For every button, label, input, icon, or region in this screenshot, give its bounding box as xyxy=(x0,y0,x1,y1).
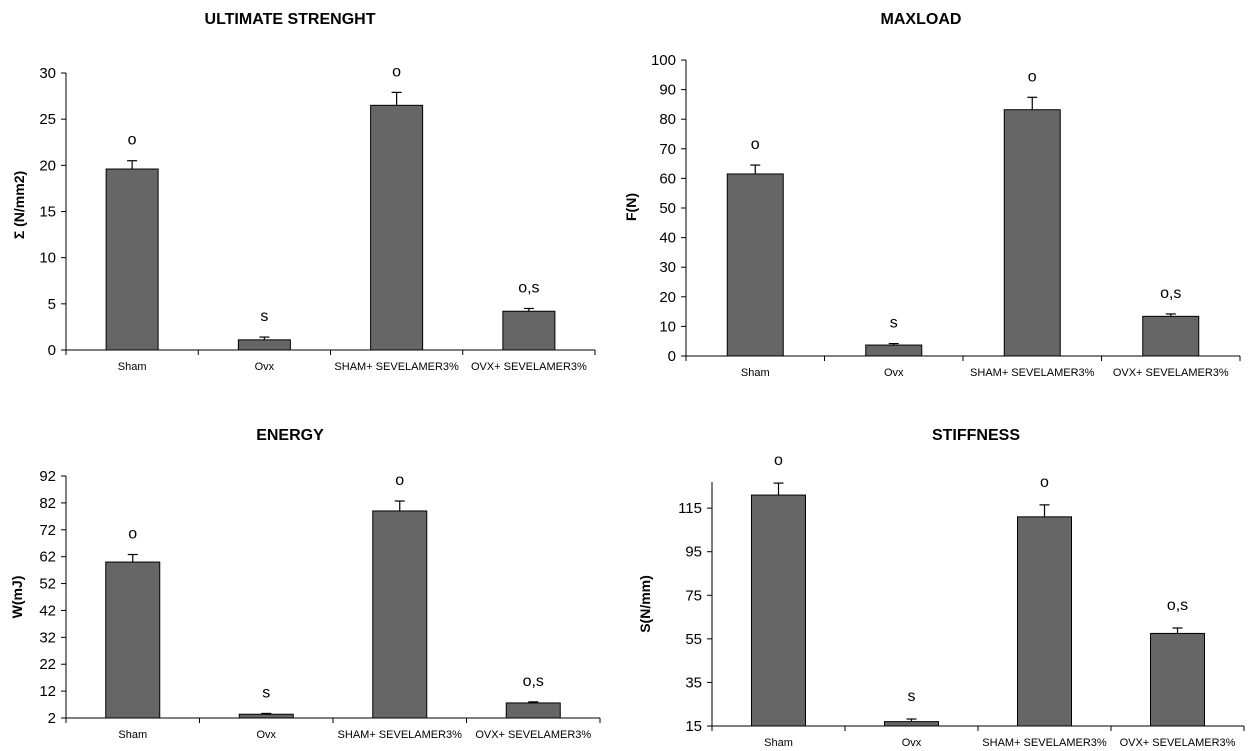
x-category-label: SHAM+ SEVELAMER3% xyxy=(970,367,1095,379)
y-tick-label: 55 xyxy=(685,631,702,648)
x-category-label: SHAM+ SEVELAMER3% xyxy=(334,361,459,373)
ultimate-strength-chart: ULTIMATE STRENGHT Σ (N/mm2) 0 5 10 15 20 25 30 o S… xyxy=(11,11,596,373)
significance-label: s xyxy=(890,315,898,332)
significance-label: o,s xyxy=(1167,597,1188,614)
bar xyxy=(726,173,784,357)
significance-label: o xyxy=(392,63,401,80)
significance-label: o xyxy=(128,132,137,149)
x-category-label: Sham xyxy=(741,367,770,379)
x-category-label: Sham xyxy=(118,729,147,741)
bar xyxy=(884,721,939,727)
significance-label: s xyxy=(908,688,916,705)
y-tick-label: 62 xyxy=(39,549,56,566)
significance-label: o xyxy=(395,472,404,489)
y-tick-label: 95 xyxy=(685,544,702,561)
y-tick-label: 32 xyxy=(39,629,56,646)
y-tick-label: 22 xyxy=(39,656,56,673)
y-tick-label: 100 xyxy=(651,52,676,69)
y-tick-label: 80 xyxy=(659,111,676,128)
y-tick-label: 52 xyxy=(39,576,56,593)
y-tick-label: 15 xyxy=(685,718,702,735)
y-axis-label: S(N/mm) xyxy=(637,575,653,633)
chart-title: ULTIMATE STRENGHT xyxy=(205,11,376,28)
x-category-label: Sham xyxy=(764,737,793,749)
chart-title: ENERGY xyxy=(256,427,324,444)
y-tick-label: 60 xyxy=(659,170,676,187)
y-tick-label: 20 xyxy=(39,157,56,174)
y-tick-label: 0 xyxy=(48,342,56,359)
significance-label: o,s xyxy=(518,279,539,296)
significance-label: o,s xyxy=(1160,285,1181,302)
bar xyxy=(1017,516,1072,727)
x-category-label: SHAM+ SEVELAMER3% xyxy=(982,737,1107,749)
y-tick-label: 25 xyxy=(39,111,56,128)
chart-title: STIFFNESS xyxy=(932,427,1020,444)
x-category-label: OVX+ SEVELAMER3% xyxy=(471,361,587,373)
y-tick-label: 5 xyxy=(48,296,56,313)
y-tick-label: 82 xyxy=(39,495,56,512)
y-axis-label: Σ (N/mm2) xyxy=(11,171,27,239)
significance-label: o xyxy=(1040,474,1049,491)
bar xyxy=(372,510,428,719)
x-category-label: OVX+ SEVELAMER3% xyxy=(475,729,591,741)
x-category-label: OVX+ SEVELAMER3% xyxy=(1120,737,1236,749)
y-tick-label: 20 xyxy=(659,289,676,306)
bar xyxy=(505,702,561,719)
y-tick-label: 115 xyxy=(678,500,702,517)
bar xyxy=(751,494,806,727)
energy-chart: ENERGY W(mJ) 2 12 22 32 42 52 62 72 82 92 o Sham s Ovx o… xyxy=(9,427,601,741)
chart-title: MAXLOAD xyxy=(881,11,962,28)
bar xyxy=(105,561,161,719)
y-tick-label: 40 xyxy=(659,230,676,247)
bar xyxy=(1142,315,1200,357)
y-tick-label: 10 xyxy=(659,318,676,335)
y-tick-label: 15 xyxy=(39,204,56,221)
y-tick-label: 30 xyxy=(39,65,56,82)
y-tick-label: 12 xyxy=(39,683,56,700)
y-tick-label: 72 xyxy=(39,522,56,539)
y-axis-label: W(mJ) xyxy=(9,576,25,619)
y-tick-label: 35 xyxy=(685,674,702,691)
x-category-label: Sham xyxy=(118,361,147,373)
x-category-label: Ovx xyxy=(256,729,276,741)
maxload-chart: MAXLOAD F(N) 0 10 20 30 40 50 60 70 80 90 100 o Sham s O… xyxy=(623,11,1241,379)
bar xyxy=(1150,632,1205,727)
y-tick-label: 10 xyxy=(39,250,56,267)
y-tick-label: 42 xyxy=(39,602,56,619)
significance-label: o xyxy=(1028,68,1037,85)
significance-label: o xyxy=(128,526,137,543)
bar xyxy=(502,310,556,351)
x-category-label: SHAM+ SEVELAMER3% xyxy=(338,729,463,741)
y-tick-label: 90 xyxy=(659,82,676,99)
bar xyxy=(370,104,424,351)
stiffness-chart: STIFFNESS S(N/mm) 15 35 55 75 95 115 o Sham s Ovx o S… xyxy=(637,427,1245,749)
significance-label: o xyxy=(751,136,760,153)
y-axis-label: F(N) xyxy=(623,193,639,221)
significance-label: o xyxy=(774,452,783,469)
y-tick-label: 92 xyxy=(39,468,56,485)
bar xyxy=(865,344,923,357)
significance-label: o,s xyxy=(523,673,544,690)
y-tick-label: 50 xyxy=(659,200,676,217)
bar xyxy=(237,339,291,351)
significance-label: s xyxy=(262,684,270,701)
x-category-label: Ovx xyxy=(884,367,904,379)
y-tick-label: 75 xyxy=(685,587,702,604)
significance-label: s xyxy=(260,308,268,325)
bar xyxy=(105,168,159,351)
y-tick-label: 2 xyxy=(48,710,56,727)
bar xyxy=(238,713,294,719)
x-category-label: Ovx xyxy=(902,737,922,749)
x-category-label: Ovx xyxy=(255,361,275,373)
y-tick-label: 70 xyxy=(659,141,676,158)
y-tick-label: 30 xyxy=(659,259,676,276)
bar xyxy=(1003,109,1061,357)
x-category-label: OVX+ SEVELAMER3% xyxy=(1113,367,1229,379)
y-tick-label: 0 xyxy=(668,348,676,365)
